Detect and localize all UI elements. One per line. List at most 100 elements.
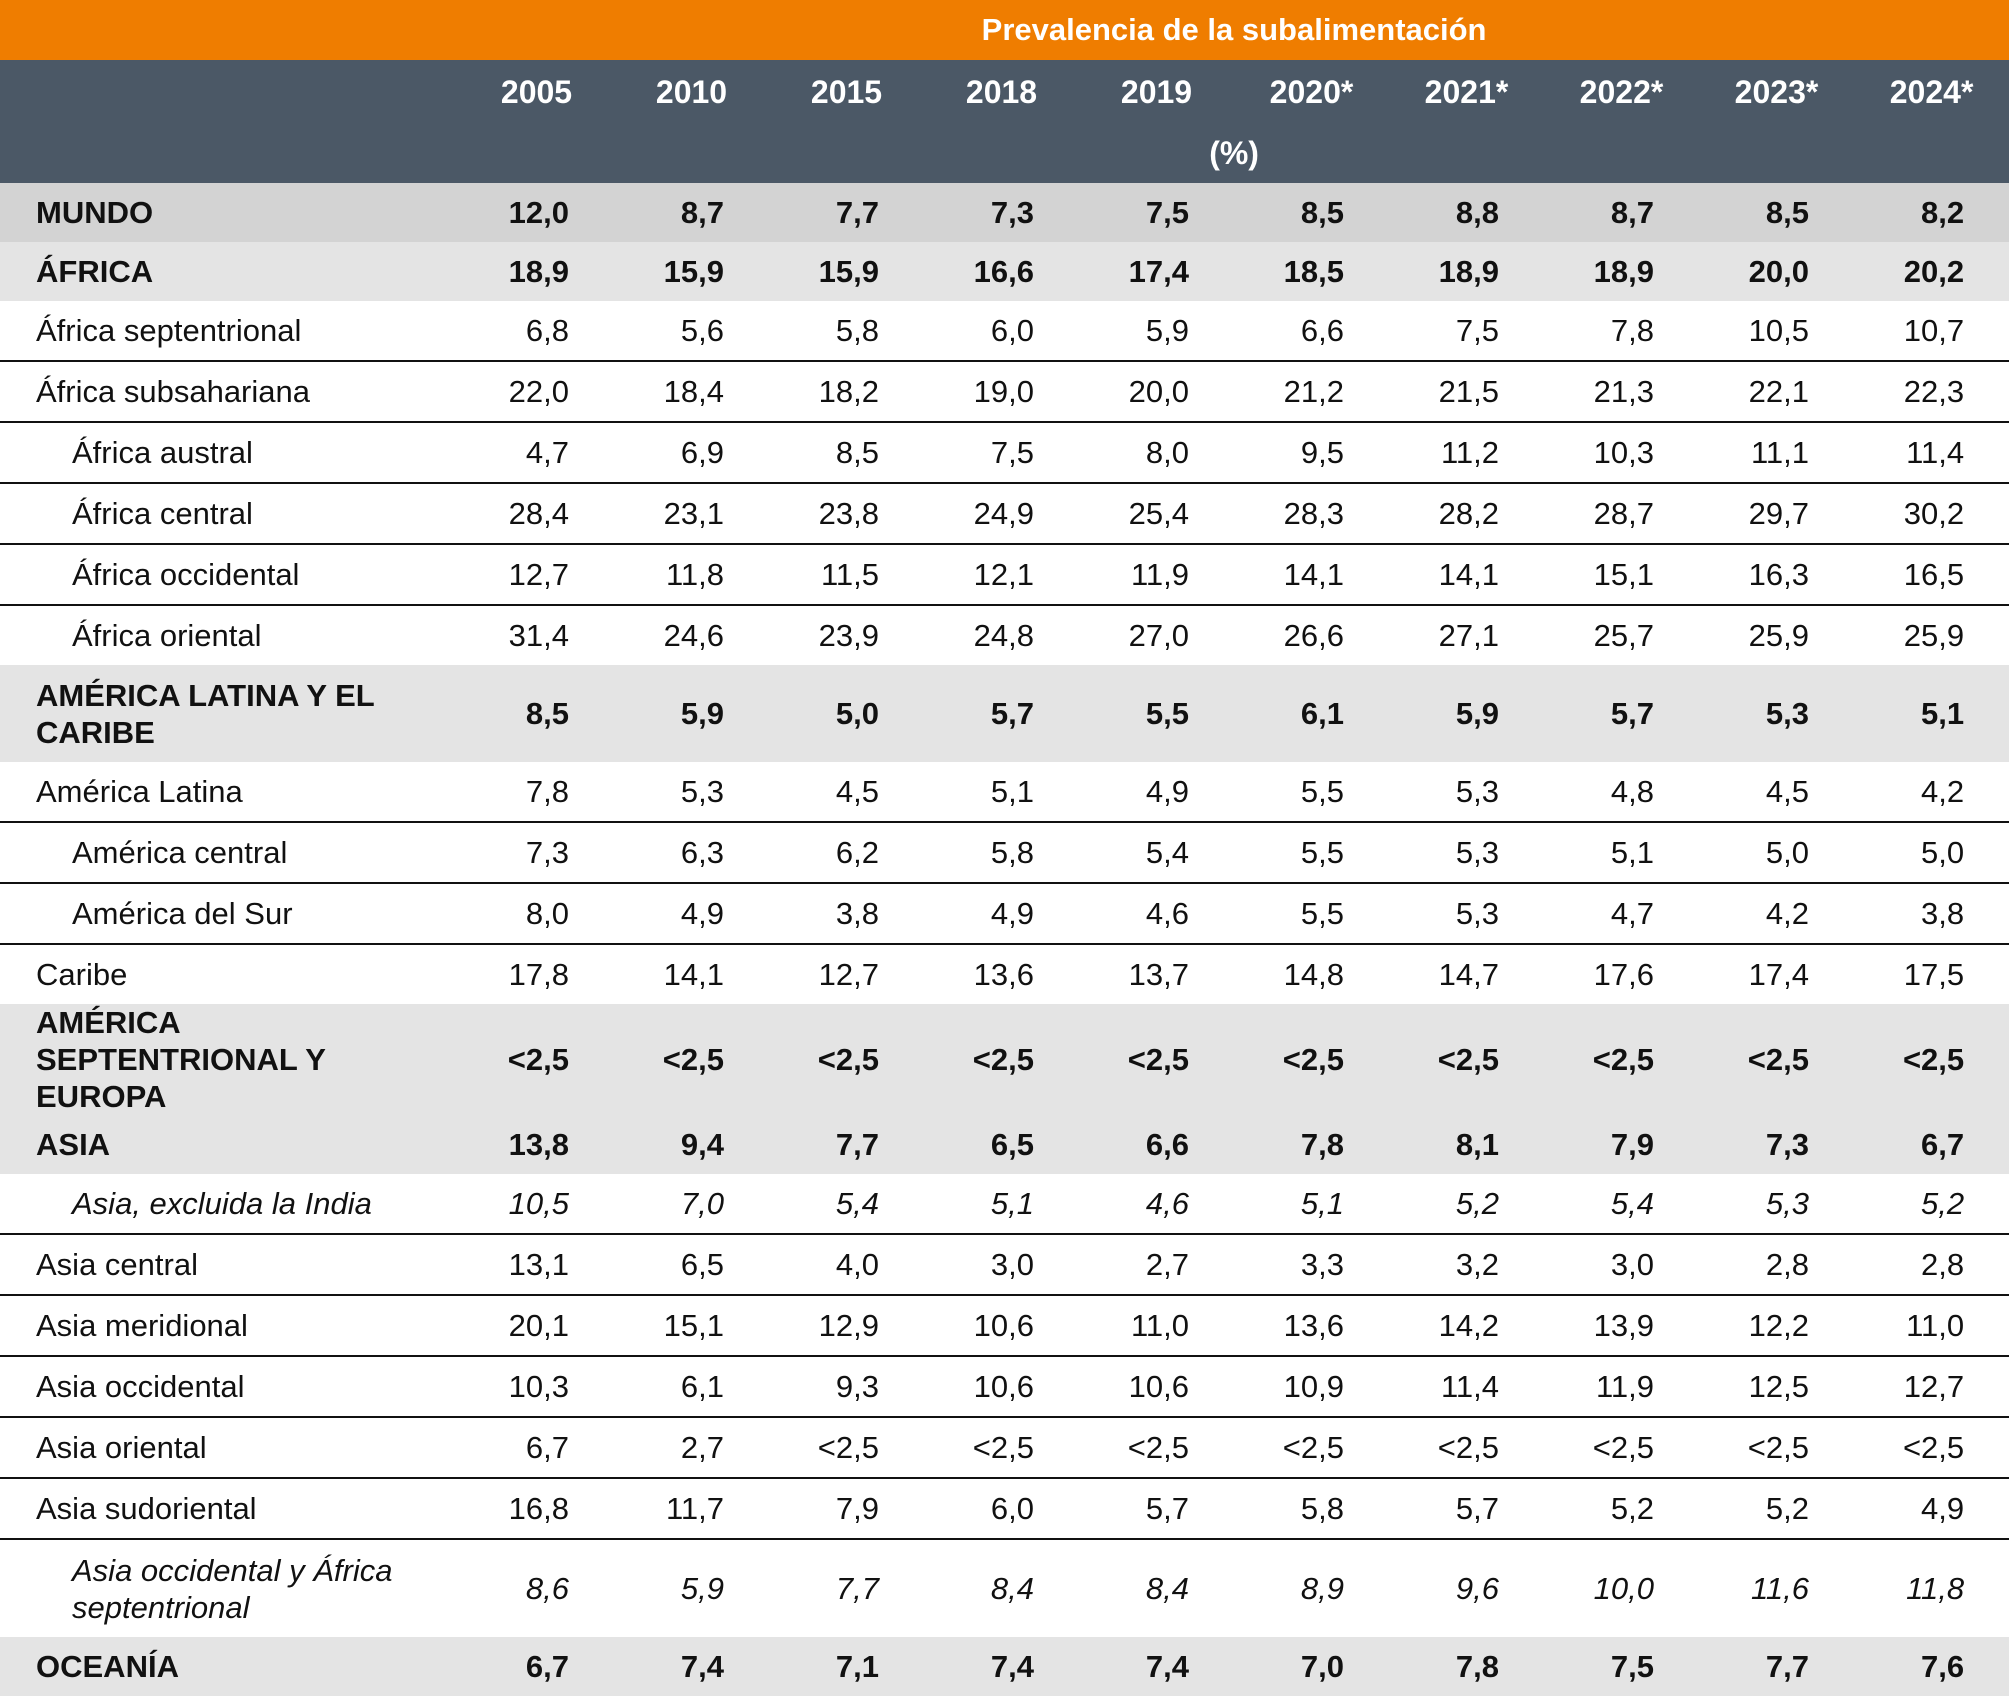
value-cell: 7,8 [1544,301,1699,362]
value-cell: <2,5 [1079,1417,1234,1479]
value-cell: 5,7 [1389,1478,1544,1540]
table-row: África occidental 12,7 11,8 11,5 12,1 11,9 14,… [0,544,2009,606]
value-cell: 24,9 [924,483,1079,545]
row-label: África occidental [0,544,459,606]
value-cell: 13,6 [1234,1295,1389,1357]
value-cell: 8,5 [1699,183,1854,242]
value-cell: 24,8 [973,617,1034,653]
value-cell: 4,8 [1544,762,1699,823]
value-cell: 11,4 [1389,1356,1544,1418]
value-cell: 20,1 [459,1295,614,1357]
value-cell: 16,3 [1699,544,1854,606]
value-cell: 25,7 [1593,617,1654,653]
value-cell: 18,5 [1234,242,1389,301]
value-cell: 18,9 [1389,242,1544,301]
value-cell: 7,8 [459,762,614,823]
value-cell: 28,3 [1234,483,1389,545]
table-row: África austral 4,7 6,9 8,5 7,5 8,0 9,5 11,2 10,3… [0,422,2009,484]
value-cell: 5,3 [1389,883,1544,945]
value-cell: 5,0 [1854,822,2009,884]
row-label: Asia meridional [0,1295,459,1357]
row-label: ÁFRICA [0,242,459,301]
value-cell: 22,1 [1699,361,1854,423]
value-cell: 5,2 [1699,1478,1854,1540]
row-label: América del Sur [0,883,459,945]
value-cell: 4,9 [1854,1478,2009,1540]
value-cell: 18,9 [459,242,614,301]
row-label: MUNDO [0,183,459,242]
table-row: Caribe 17,8 14,1 12,7 13,6 13,7 14,8 14,7 17,6 17… [0,944,2009,1004]
value-cell: 8,8 [1389,183,1544,242]
value-cell: 10,9 [1234,1356,1389,1418]
value-cell: 5,3 [1389,822,1544,884]
value-cell: 5,3 [614,762,769,823]
value-cell: 10,6 [1079,1356,1234,1418]
value-cell: 4,9 [614,883,769,945]
unit-row: (%) [0,124,2009,183]
table-row: América central 7,3 6,3 6,2 5,8 5,4 5,5 5,3 5,1 5… [0,822,2009,884]
year-header-row: 2005 2010 2015 2018 2019 2020* 2021* 2022* 2023*… [0,60,2009,124]
value-cell: 10,3 [459,1356,614,1418]
value-cell: 8,0 [1079,422,1234,484]
value-cell: 12,7 [459,544,614,606]
value-cell: 7,0 [614,1174,769,1235]
value-cell: 5,7 [1544,665,1699,762]
row-label: AMÉRICA LATINA Y EL CARIBE [0,665,459,762]
value-cell: 14,7 [1438,956,1499,992]
value-cell: 28,2 [1389,483,1544,545]
value-cell: 6,5 [614,1234,769,1296]
value-cell: 5,5 [1234,822,1389,884]
value-cell: 11,5 [769,544,924,606]
value-cell: 3,8 [1854,883,2009,945]
value-cell: 9,6 [1455,1570,1499,1606]
value-cell: 6,7 [459,1637,614,1696]
value-cell: 7,3 [459,822,614,884]
value-cell: 12,1 [924,544,1079,606]
year-header: 2024* [1854,60,2009,124]
value-cell: 7,8 [1389,1637,1544,1696]
value-cell: 6,7 [1854,1115,2009,1174]
value-cell: 20,0 [1079,361,1234,423]
value-cell: 21,3 [1544,361,1699,423]
value-cell: 5,2 [1854,1174,2009,1235]
table-row: OCEANÍA 6,7 7,4 7,1 7,4 7,4 7,0 7,8 7,5 7,7 7,6 [0,1637,2009,1696]
value-cell: 17,5 [1903,956,1965,992]
value-cell: <2,5 [459,1004,614,1115]
value-cell: 6,3 [614,822,769,884]
value-cell: 4,6 [1079,883,1234,945]
row-label: Asia sudoriental [0,1478,459,1540]
value-cell: 5,3 [1699,1174,1854,1235]
row-label: África oriental [72,618,262,653]
value-cell: 6,6 [1234,301,1389,362]
table-row: MUNDO 12,0 8,7 7,7 7,3 7,5 8,5 8,8 8,7 8,5 8,2 [0,183,2009,242]
value-cell: <2,5 [924,1004,1079,1115]
value-cell: 19,0 [924,361,1079,423]
year-header: 2010 [614,60,769,124]
value-cell: 7,7 [835,1570,879,1606]
year-header: 2022* [1544,60,1699,124]
table-title: Prevalencia de la subalimentación [459,0,2009,60]
value-cell: 5,9 [1079,301,1234,362]
year-header: 2023* [1699,60,1854,124]
value-cell: 11,2 [1389,422,1544,484]
value-cell: 10,6 [924,1356,1079,1418]
value-cell: 4,2 [1699,883,1854,945]
value-cell: 27,0 [1128,617,1189,653]
value-cell: 9,4 [614,1115,769,1174]
value-cell: 5,3 [1699,665,1854,762]
table-row: Asia occidental y África septentrional 8,… [0,1539,2009,1637]
value-cell: 6,0 [924,1478,1079,1540]
value-cell: 13,8 [459,1115,614,1174]
value-cell: 8,4 [990,1570,1034,1606]
value-cell: 15,9 [769,242,924,301]
value-cell: 8,0 [459,883,614,945]
value-cell: 10,0 [1593,1570,1654,1606]
value-cell: 3,0 [924,1234,1079,1296]
value-cell: 3,0 [1544,1234,1699,1296]
row-label: Asia occidental [0,1356,459,1418]
table-row: África subsahariana 22,0 18,4 18,2 19,0 20,0 2… [0,361,2009,423]
value-cell: 8,4 [1145,1570,1189,1606]
row-label: África austral [0,422,459,484]
value-cell: 4,0 [769,1234,924,1296]
value-cell: 10,3 [1544,422,1699,484]
